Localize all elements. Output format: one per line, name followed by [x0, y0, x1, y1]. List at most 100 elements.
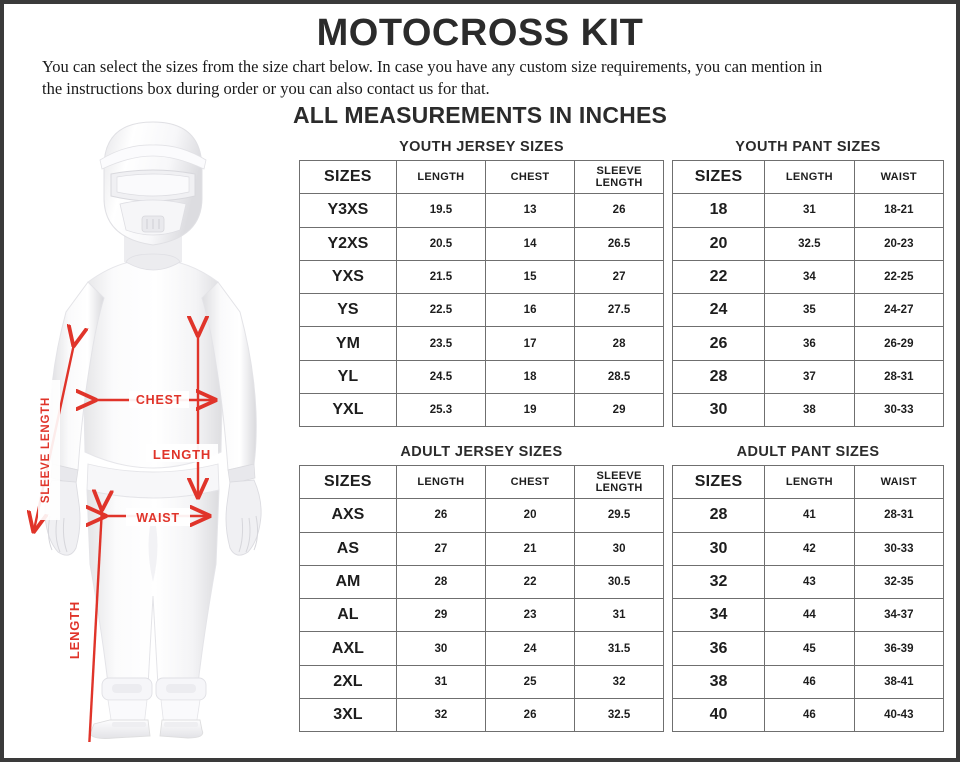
size-value: YL [299, 359, 397, 395]
chest-value: 25 [484, 664, 576, 700]
adult-pant-title: ADULT PANT SIZES [736, 444, 880, 460]
page-subtitle: You can select the sizes from the size c… [42, 57, 823, 99]
col-header-length: LENGTH [764, 464, 855, 500]
table-row: 38 46 38-41 [671, 664, 945, 700]
chest-value: 23 [484, 598, 576, 633]
waist-value: 30-33 [853, 531, 945, 566]
table-row: 40 46 40-43 [671, 698, 945, 733]
col-header-sleeve-length: SLEEVE LENGTH [574, 464, 664, 500]
table-row: 28 37 28-31 [671, 359, 945, 395]
length-value: 38 [764, 393, 855, 428]
size-value: 20 [671, 226, 766, 261]
size-value: 30 [671, 531, 766, 566]
table-row: YXL 25.3 19 29 [299, 393, 664, 428]
adult-pant-table: SIZES LENGTH WAIST 28 41 28-31 30 42 30-… [671, 464, 945, 733]
size-value: AM [299, 564, 397, 600]
length-value: 26 [395, 498, 486, 533]
table-row: YS 22.5 16 27.5 [299, 293, 664, 328]
waist-value: 28-31 [853, 359, 945, 395]
adult-jersey-title: ADULT JERSEY SIZES [400, 444, 563, 460]
table-header-row: SIZES LENGTH CHEST SLEEVE LENGTH [299, 464, 664, 500]
chest-value: 14 [484, 226, 576, 261]
size-value: 38 [671, 664, 766, 700]
waist-value: 40-43 [853, 698, 945, 733]
chest-value: 26 [484, 698, 576, 733]
sleeve-length-label: SLEEVE LENGTH [40, 397, 52, 503]
col-header-sizes: SIZES [671, 464, 766, 500]
pant-length-arrow [88, 508, 102, 742]
waist-value: 26-29 [853, 326, 945, 361]
table-row: 24 35 24-27 [671, 293, 945, 328]
table-row: 18 31 18-21 [671, 193, 945, 228]
table-row: 30 42 30-33 [671, 531, 945, 566]
size-value: 2XL [299, 664, 397, 700]
table-row: 20 32.5 20-23 [671, 226, 945, 261]
table-header-row: SIZES LENGTH CHEST SLEEVE LENGTH [299, 159, 664, 195]
size-value: 40 [671, 698, 766, 733]
col-header-chest: CHEST [484, 464, 576, 500]
size-value: 26 [671, 326, 766, 361]
length-value: 27 [395, 531, 486, 566]
col-header-length: LENGTH [395, 159, 486, 195]
size-value: YS [299, 293, 397, 328]
pant-length-label: LENGTH [67, 601, 82, 659]
chest-label: CHEST [136, 393, 182, 407]
table-row: 3XL 32 26 32.5 [299, 698, 664, 733]
waist-value: 28-31 [853, 498, 945, 533]
length-value: 25.3 [395, 393, 486, 428]
col-header-sizes: SIZES [299, 464, 397, 500]
size-value: 36 [671, 631, 766, 666]
chest-value: 24 [484, 631, 576, 666]
sleeve-length-value: 29.5 [574, 498, 664, 533]
chest-value: 20 [484, 498, 576, 533]
col-header-waist: WAIST [853, 159, 945, 195]
waist-value: 38-41 [853, 664, 945, 700]
size-value: AXL [299, 631, 397, 666]
col-header-waist: WAIST [853, 464, 945, 500]
chest-value: 13 [484, 193, 576, 228]
length-value: 30 [395, 631, 486, 666]
sleeve-length-value: 32.5 [574, 698, 664, 733]
size-value: 18 [671, 193, 766, 228]
chest-value: 17 [484, 326, 576, 361]
waist-value: 22-25 [853, 259, 945, 295]
chest-value: 22 [484, 564, 576, 600]
length-value: 43 [764, 564, 855, 600]
length-value: 32.5 [764, 226, 855, 261]
length-value: 22.5 [395, 293, 486, 328]
table-row: AS 27 21 30 [299, 531, 664, 566]
youth-pant-title: YOUTH PANT SIZES [735, 139, 881, 155]
waist-value: 36-39 [853, 631, 945, 666]
size-value: 3XL [299, 698, 397, 733]
size-value: YXL [299, 393, 397, 428]
youth-pant-table: SIZES LENGTH WAIST 18 31 18-21 20 32.5 2… [671, 159, 945, 428]
size-value: 22 [671, 259, 766, 295]
length-value: 35 [764, 293, 855, 328]
table-row: AL 29 23 31 [299, 598, 664, 633]
waist-label: WAIST [136, 511, 180, 525]
table-row: AXL 30 24 31.5 [299, 631, 664, 666]
size-value: YXS [299, 259, 397, 295]
table-row: Y3XS 19.5 13 26 [299, 193, 664, 228]
table-row: 36 45 36-39 [671, 631, 945, 666]
length-value: 37 [764, 359, 855, 395]
table-row: 30 38 30-33 [671, 393, 945, 428]
page-title: MOTOCROSS KIT [316, 12, 644, 54]
sleeve-length-value: 27 [574, 259, 664, 295]
adult-jersey-table: SIZES LENGTH CHEST SLEEVE LENGTH AXS 26 … [299, 464, 664, 733]
size-value: 24 [671, 293, 766, 328]
table-row: 2XL 31 25 32 [299, 664, 664, 700]
length-value: 31 [764, 193, 855, 228]
size-value: Y3XS [299, 193, 397, 228]
measurement-units-note: ALL MEASUREMENTS IN INCHES [292, 102, 668, 128]
length-value: 34 [764, 259, 855, 295]
length-value: 29 [395, 598, 486, 633]
table-header-row: SIZES LENGTH WAIST [671, 159, 945, 195]
col-header-length: LENGTH [395, 464, 486, 500]
sleeve-length-value: 31 [574, 598, 664, 633]
waist-value: 34-37 [853, 598, 945, 633]
sleeve-length-value: 28 [574, 326, 664, 361]
sleeve-length-value: 30.5 [574, 564, 664, 600]
table-row: YXS 21.5 15 27 [299, 259, 664, 295]
